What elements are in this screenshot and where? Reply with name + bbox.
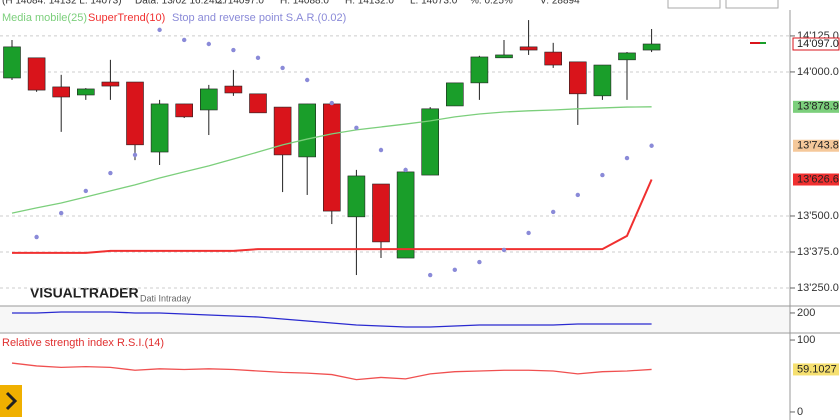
- sar-dot: [231, 47, 236, 53]
- sar-dot: [329, 100, 334, 106]
- header-field: V: 28894: [540, 0, 580, 7]
- candle-body: [224, 85, 243, 94]
- y-tick-label: 0: [797, 406, 803, 418]
- sar-dot: [452, 267, 457, 273]
- candle-body: [77, 88, 95, 96]
- sar-dot: [501, 247, 507, 253]
- indicator-line: [12, 311, 652, 328]
- candle-body: [618, 52, 636, 61]
- last-price-label: 14'097.0: [797, 38, 839, 50]
- sar-dot: [551, 209, 556, 215]
- header-field: H: 14132.0: [345, 0, 394, 7]
- axis-badge: [793, 363, 839, 376]
- candle-body: [642, 43, 661, 51]
- sar-dot: [108, 170, 113, 176]
- y-tick-label: 200: [797, 307, 815, 319]
- candle-body: [421, 108, 440, 176]
- y-tick-label: 100: [797, 334, 815, 346]
- header-field: C: 14097.0: [215, 0, 264, 7]
- sar-dot: [83, 188, 89, 194]
- legend-entry: Media mobile(25): [2, 12, 87, 24]
- candle-body: [347, 175, 366, 218]
- candle-body: [52, 86, 71, 98]
- sar-dot: [575, 192, 580, 198]
- expand-button[interactable]: [0, 385, 22, 417]
- y-tick-label: 14'000.0: [797, 66, 839, 78]
- candle-body: [150, 103, 169, 153]
- expand-icon: [5, 391, 18, 411]
- header-field: %: 0.25%: [470, 0, 513, 7]
- candle-body: [568, 61, 587, 95]
- sar-dot: [403, 167, 408, 173]
- candle-body: [249, 93, 267, 114]
- header-field: Data: 13/02 16:24:27: [135, 0, 229, 7]
- candle-body: [175, 103, 193, 118]
- candle-body: [593, 64, 612, 97]
- indicator-line: [11, 362, 652, 381]
- source: Dati Intraday: [140, 293, 192, 303]
- last-price-box: [792, 37, 840, 51]
- sar-dot: [354, 125, 359, 131]
- candle-body: [27, 57, 46, 91]
- candle-body: [372, 183, 390, 243]
- candle-body: [126, 81, 144, 146]
- sar-dot: [157, 27, 162, 33]
- logo: VISUALTRADER: [30, 285, 139, 301]
- candle-body: [273, 106, 292, 156]
- sar-dot: [255, 55, 261, 61]
- candle-body: [396, 171, 415, 259]
- axis-badge: [793, 173, 839, 186]
- sar-dot: [206, 41, 211, 47]
- y-tick-label: 13'250.0: [797, 282, 839, 294]
- sar-dot: [59, 210, 64, 216]
- dropdown[interactable]: [725, 0, 779, 9]
- sar-dot: [477, 259, 482, 265]
- axis-badge-label: 13'743.8: [797, 140, 839, 152]
- candle-body: [470, 56, 489, 84]
- y-tick-label: 13'375.0: [797, 246, 839, 258]
- sar-dot: [624, 155, 630, 161]
- indicator-line: [12, 179, 653, 254]
- axis-badge: [793, 100, 839, 113]
- sar-dot: [305, 77, 310, 83]
- axis-badge-label: 13'878.9: [797, 101, 839, 113]
- sar-dot: [280, 65, 285, 71]
- header-field: H: 14088.0: [280, 0, 329, 7]
- header-field: (H 14084: 14132 L: 14073): [2, 0, 122, 7]
- sar-dot: [600, 172, 605, 178]
- candle-body: [544, 51, 563, 66]
- sar-dot: [34, 234, 39, 240]
- sar-dot: [378, 147, 384, 153]
- candle-body: [495, 54, 513, 59]
- sar-dot: [182, 37, 187, 43]
- y-tick-label: 13'500.0: [797, 210, 839, 222]
- candle-body: [200, 88, 218, 111]
- sar-dot: [428, 272, 433, 278]
- axis-badge: [793, 139, 839, 152]
- indicator-line: [11, 106, 652, 214]
- legend-entry: SuperTrend(10): [88, 12, 165, 24]
- candle-body: [101, 81, 120, 87]
- candle-body: [519, 46, 538, 51]
- candle-body: [445, 82, 464, 107]
- legend-entry: Stop and reverse point S.A.R.(0.02): [172, 12, 346, 24]
- dropdown[interactable]: [667, 0, 721, 9]
- header-field: L: 14073.0: [410, 0, 458, 7]
- sar-dot: [649, 143, 654, 148]
- panel-title: Relative strength index R.S.I.(14): [2, 337, 164, 349]
- oscillator-panel: [0, 306, 790, 332]
- axis-badge-label: 13'626.6: [797, 173, 839, 185]
- sar-dot: [526, 230, 531, 236]
- candle-body: [3, 46, 21, 79]
- candle-body: [322, 103, 341, 212]
- axis-badge-label: 59.1027: [797, 363, 837, 375]
- candle-body: [298, 103, 317, 158]
- sar-dot: [132, 152, 138, 158]
